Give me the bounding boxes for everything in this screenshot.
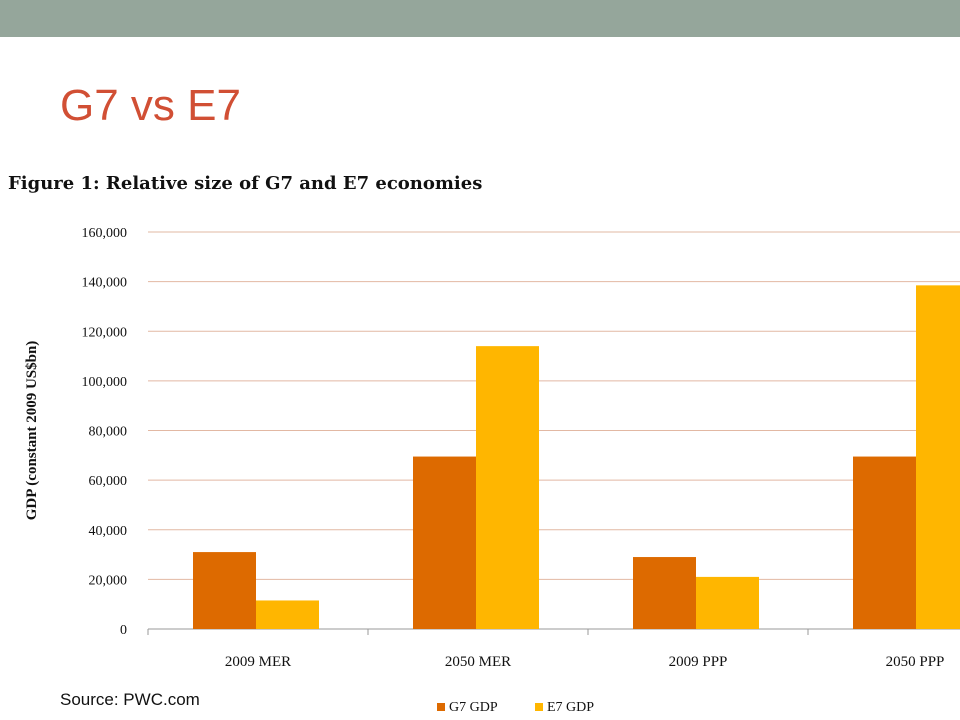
y-tick-label: 20,000: [89, 573, 128, 588]
x-tick-label: 2050 PPP: [886, 654, 945, 670]
x-tick-label: 2050 MER: [445, 654, 511, 670]
x-tick-label: 2009 PPP: [669, 654, 728, 670]
bar-chart: 0 20,000 40,000 60,000 80,000 100,000 120,000 1…: [24, 226, 960, 715]
slide-title: G7 vs E7: [60, 81, 241, 130]
legend-swatch: [437, 703, 445, 711]
bar-e7-gdp: [476, 346, 539, 629]
bar-g7-gdp: [853, 456, 916, 629]
y-tick-label: 140,000: [82, 276, 128, 291]
bar-e7-gdp: [916, 285, 960, 629]
x-tick-label: 2009 MER: [225, 654, 291, 670]
bar-g7-gdp: [633, 557, 696, 629]
y-tick-label: 60,000: [89, 474, 128, 489]
y-tick-label: 160,000: [82, 226, 128, 241]
header-bar: [0, 0, 960, 37]
bar-e7-gdp: [256, 600, 319, 629]
y-tick-label: 100,000: [82, 375, 128, 390]
bar-e7-gdp: [696, 576, 759, 629]
y-tick-label: 80,000: [89, 425, 128, 440]
chart-title: Figure 1: Relative size of G7 and E7 eco…: [8, 173, 483, 194]
y-tick-label: 40,000: [89, 524, 128, 539]
legend-label: E7 GDP: [547, 700, 594, 715]
bar-g7-gdp: [413, 456, 476, 629]
y-tick-label: 120,000: [82, 325, 128, 340]
source-note: Source: PWC.com: [60, 690, 200, 709]
legend-swatch: [535, 703, 543, 711]
y-axis-label: GDP (constant 2009 US$bn): [24, 341, 40, 521]
bar-g7-gdp: [193, 552, 256, 629]
y-tick-label: 0: [120, 623, 127, 638]
legend-label: G7 GDP: [449, 700, 498, 715]
